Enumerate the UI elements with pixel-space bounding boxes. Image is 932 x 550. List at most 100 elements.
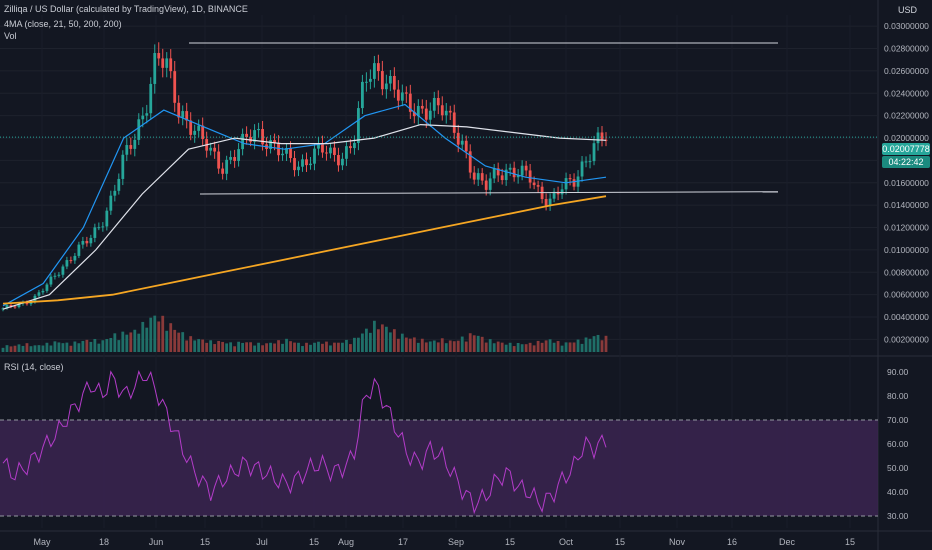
volume-bar xyxy=(512,346,516,352)
candle-body xyxy=(337,155,340,166)
volume-bar xyxy=(317,341,320,352)
volume-bar xyxy=(133,329,137,352)
candle-body xyxy=(81,240,85,245)
volume-bar xyxy=(528,342,532,352)
volume-bar xyxy=(452,341,456,352)
volume-bar xyxy=(488,339,492,352)
rsi-label[interactable]: RSI (14, close) xyxy=(4,362,64,372)
volume-bar xyxy=(205,342,209,352)
volume-bar xyxy=(520,344,524,352)
candle-body xyxy=(53,275,57,277)
candle-body xyxy=(388,75,392,84)
countdown-badge: 04:22:42 xyxy=(882,156,930,168)
volume-bar xyxy=(516,342,520,352)
volume-bar xyxy=(504,344,508,352)
volume-bar xyxy=(480,336,484,352)
volume-bar xyxy=(121,331,125,352)
volume-bar xyxy=(169,323,173,352)
volume-bar xyxy=(185,340,189,352)
volume-bar xyxy=(428,341,432,352)
candle-body xyxy=(424,108,428,120)
rsi-tick-label: 70.00 xyxy=(887,415,909,425)
volume-bar xyxy=(313,342,316,352)
volume-bar xyxy=(444,343,448,352)
volume-bar xyxy=(65,342,69,352)
price-tick-label: 0.03000000 xyxy=(884,21,929,31)
candle-body xyxy=(416,105,420,117)
candle-body xyxy=(404,92,408,94)
volume-bar xyxy=(345,339,348,352)
candle-body xyxy=(341,158,344,166)
rsi-tick-label: 60.00 xyxy=(887,439,909,449)
candle-body xyxy=(580,161,584,177)
volume-bar xyxy=(229,342,233,352)
volume-bar xyxy=(5,345,9,352)
volume-bar xyxy=(1,347,5,352)
chart-title[interactable]: Zilliqa / US Dollar (calculated by Tradi… xyxy=(4,4,248,14)
volume-bar xyxy=(368,332,372,352)
volume-bar xyxy=(61,343,65,352)
candle-body xyxy=(69,260,73,262)
time-tick-label: May xyxy=(33,537,51,547)
volume-bar xyxy=(209,340,213,352)
volume-bar xyxy=(109,337,113,352)
candle-body xyxy=(293,158,296,171)
candle-body xyxy=(488,178,492,190)
volume-bar xyxy=(297,342,300,352)
volume-bar xyxy=(9,346,13,352)
ma-indicator-label[interactable]: 4MA (close, 21, 50, 200, 200) xyxy=(4,19,122,29)
time-tick-label: Sep xyxy=(448,537,464,547)
volume-bar xyxy=(388,332,392,352)
volume-bar xyxy=(448,340,452,352)
volume-bar xyxy=(141,321,145,352)
volume-bar xyxy=(456,340,460,352)
volume-bar xyxy=(217,340,221,352)
candle-body xyxy=(225,159,229,174)
candle-body xyxy=(193,130,197,135)
candle-body xyxy=(289,147,292,159)
candle-body xyxy=(185,111,189,121)
candle-body xyxy=(237,149,241,161)
volume-bar xyxy=(556,341,560,352)
candle-body xyxy=(436,97,440,106)
candle-body xyxy=(77,244,81,256)
candle-body xyxy=(5,305,9,309)
candle-body xyxy=(57,274,61,276)
volume-bar xyxy=(472,335,476,352)
volume-bar xyxy=(21,345,25,352)
price-tick-label: 0.00600000 xyxy=(884,290,929,300)
candle-body xyxy=(440,105,444,116)
volume-label[interactable]: Vol xyxy=(4,31,17,41)
volume-bar xyxy=(25,343,29,352)
candle-body xyxy=(301,159,304,167)
candle-body xyxy=(213,147,217,152)
volume-bar xyxy=(281,343,284,352)
candle-body xyxy=(229,157,233,160)
volume-bar xyxy=(165,330,169,352)
candle-body xyxy=(113,190,117,196)
volume-bar xyxy=(97,343,101,352)
candle-body xyxy=(245,133,248,138)
volume-bar xyxy=(396,338,400,352)
candle-body xyxy=(560,189,564,195)
volume-bar xyxy=(273,343,276,352)
volume-bar xyxy=(73,341,77,352)
candle-body xyxy=(596,132,600,144)
ma-line-21 xyxy=(2,103,607,307)
volume-bar xyxy=(492,343,496,352)
candle-body xyxy=(353,142,356,149)
volume-bar xyxy=(301,346,304,352)
candle-body xyxy=(153,53,157,84)
volume-bar xyxy=(353,337,356,352)
candle-body xyxy=(305,159,308,166)
price-tick-label: 0.01000000 xyxy=(884,245,929,255)
candle-body xyxy=(372,63,376,79)
candle-body xyxy=(444,110,448,116)
candle-body xyxy=(528,170,532,183)
candle-body xyxy=(420,105,424,109)
candle-body xyxy=(464,140,468,152)
time-tick-label: 17 xyxy=(398,537,408,547)
volume-bar xyxy=(572,342,576,352)
candle-body xyxy=(105,210,109,227)
